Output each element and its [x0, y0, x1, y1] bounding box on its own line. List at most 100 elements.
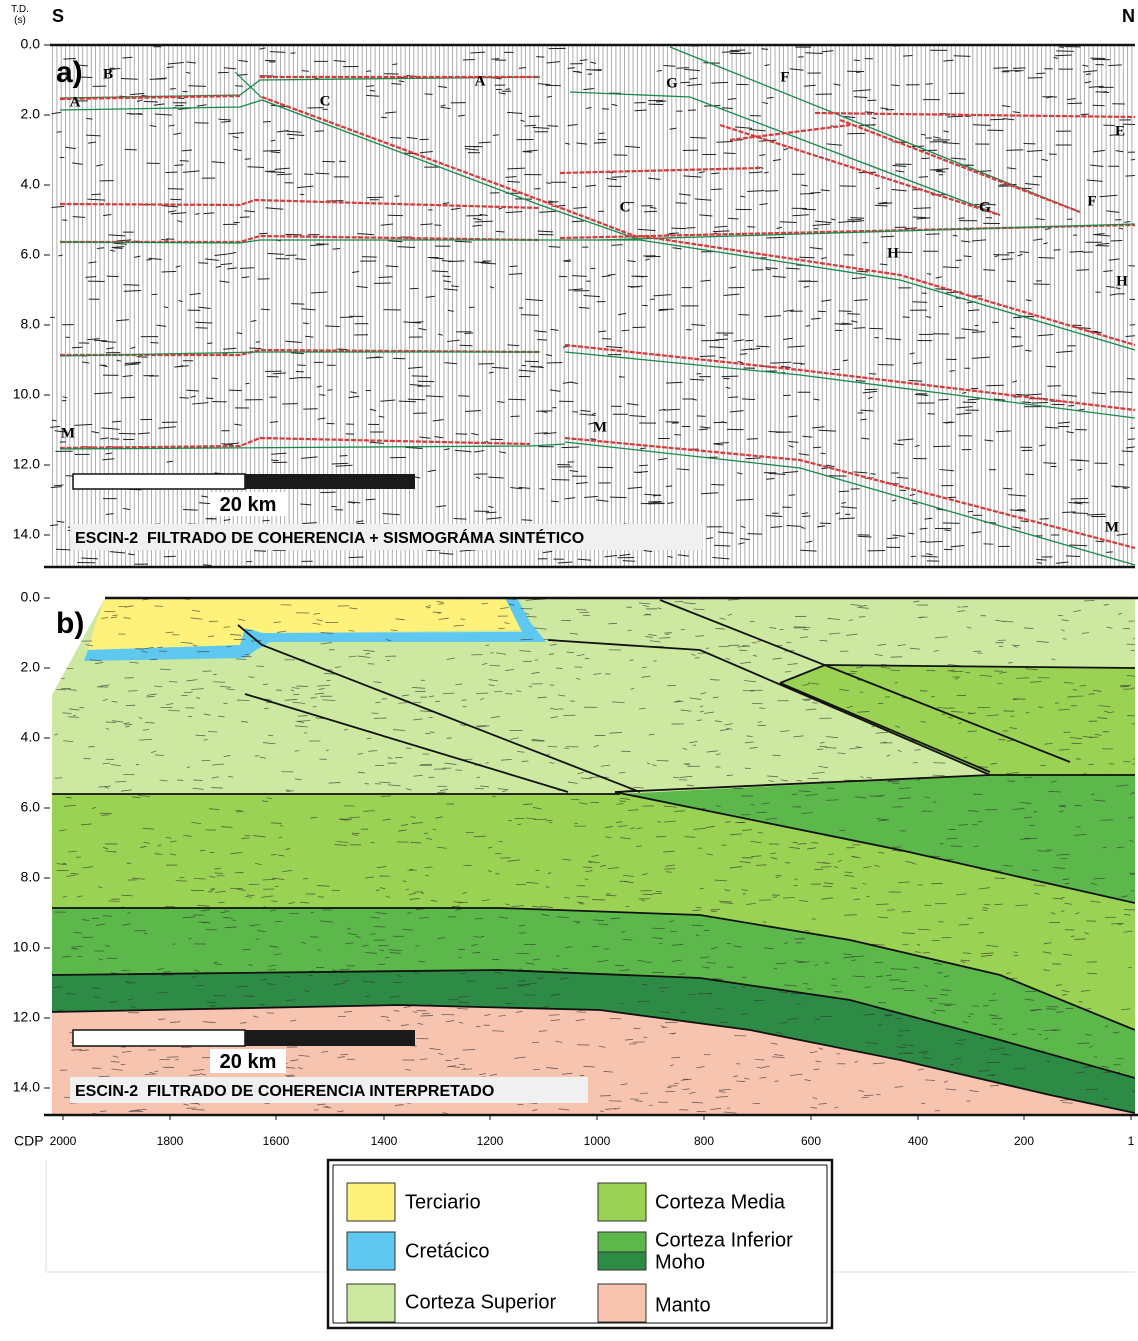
scale-bar — [73, 1030, 245, 1046]
noise-dash — [285, 234, 301, 235]
cdp-tick-label: 400 — [908, 1134, 928, 1148]
noise-dash — [523, 152, 533, 153]
noise-dash — [123, 285, 139, 286]
noise-dash — [711, 189, 722, 190]
noise-dash — [610, 497, 627, 498]
noise-dash — [297, 365, 305, 366]
y-tick-label: 4.0 — [21, 176, 41, 192]
noise-dash — [1095, 541, 1104, 542]
figure: T.D. (s) S N — [0, 0, 1138, 1336]
noise-dash — [94, 340, 107, 341]
noise-dash — [780, 222, 796, 223]
noise-dash — [56, 549, 71, 550]
noise-dash — [146, 259, 151, 260]
noise-dash — [738, 314, 749, 315]
noise-dash — [113, 615, 118, 616]
noise-dash — [1077, 1043, 1090, 1044]
cdp-tick-label: 1800 — [157, 1134, 184, 1148]
noise-dash — [549, 1015, 560, 1016]
noise-dash — [399, 401, 416, 402]
noise-dash — [928, 414, 935, 415]
noise-dash — [732, 987, 736, 988]
noise-dash — [758, 722, 762, 723]
noise-dash — [921, 134, 926, 135]
noise-dash — [261, 309, 270, 310]
scale-label: 20 km — [220, 494, 277, 516]
noise-dash — [168, 189, 184, 190]
noise-dash — [99, 1076, 110, 1077]
noise-dash — [362, 257, 377, 258]
noise-dash — [489, 372, 494, 373]
axis-title: (s) — [14, 15, 26, 26]
noise-dash — [993, 68, 1008, 69]
noise-dash — [968, 511, 973, 512]
noise-dash — [1129, 621, 1138, 622]
scale-bar — [73, 474, 245, 489]
noise-dash — [666, 872, 671, 873]
legend-swatch — [347, 1183, 395, 1221]
noise-dash — [592, 946, 600, 947]
noise-dash — [472, 952, 480, 953]
noise-dash — [823, 886, 832, 887]
noise-dash — [562, 447, 580, 448]
noise-dash — [839, 311, 852, 312]
horizon-label: C — [620, 199, 631, 215]
noise-dash — [697, 720, 702, 721]
noise-dash — [275, 886, 279, 887]
noise-dash — [832, 369, 840, 370]
noise-dash — [256, 666, 264, 667]
noise-dash — [936, 171, 945, 172]
noise-dash — [548, 202, 559, 203]
noise-dash — [584, 879, 588, 880]
noise-dash — [747, 439, 758, 440]
noise-dash — [319, 395, 325, 396]
noise-dash — [827, 788, 834, 789]
noise-dash — [903, 56, 912, 57]
noise-dash — [493, 135, 499, 136]
noise-dash — [806, 326, 810, 327]
noise-dash — [913, 217, 927, 218]
noise-dash — [740, 53, 752, 54]
noise-dash — [1015, 905, 1027, 906]
y-tick-label: 0.0 — [21, 589, 41, 605]
cdp-tick-label: 200 — [1014, 1134, 1034, 1148]
y-tick-label: 2.0 — [21, 106, 41, 122]
noise-dash — [1056, 51, 1073, 52]
legend-swatch — [347, 1232, 395, 1270]
noise-dash — [408, 399, 425, 400]
noise-dash — [510, 266, 518, 267]
noise-dash — [859, 172, 877, 173]
noise-dash — [455, 770, 462, 771]
noise-dash — [1060, 805, 1066, 806]
noise-dash — [534, 819, 547, 820]
panel-interpretation: b) 20 km ESCIN-2 FILTRADO DE COHERENCIA … — [44, 598, 1138, 1118]
noise-dash — [802, 516, 810, 517]
noise-dash — [551, 501, 559, 502]
horizon-label: A — [70, 94, 81, 110]
cdp-tick-label: 1200 — [477, 1134, 504, 1148]
cdp-tick-label: 1 — [1128, 1134, 1135, 1148]
noise-dash — [973, 125, 991, 126]
noise-dash — [821, 453, 826, 454]
noise-dash — [619, 377, 625, 378]
noise-dash — [458, 396, 469, 397]
noise-dash — [392, 64, 397, 65]
legend-swatch — [598, 1284, 646, 1322]
noise-dash — [521, 639, 533, 640]
noise-dash — [112, 421, 121, 422]
noise-dash — [391, 84, 401, 85]
noise-dash — [894, 682, 898, 683]
caption: ESCIN-2 FILTRADO DE COHERENCIA INTERPRET… — [75, 1083, 494, 1100]
noise-dash — [871, 474, 876, 475]
noise-dash — [639, 465, 648, 466]
noise-dash — [713, 231, 730, 232]
horizon-label: H — [1116, 273, 1128, 289]
cdp-tick-label: 800 — [694, 1134, 714, 1148]
noise-dash — [990, 119, 1004, 120]
noise-dash — [649, 104, 664, 105]
noise-dash — [1095, 245, 1109, 246]
noise-dash — [371, 713, 378, 714]
noise-dash — [675, 203, 686, 204]
scale-label: 20 km — [220, 1051, 277, 1073]
noise-dash — [1074, 502, 1089, 503]
